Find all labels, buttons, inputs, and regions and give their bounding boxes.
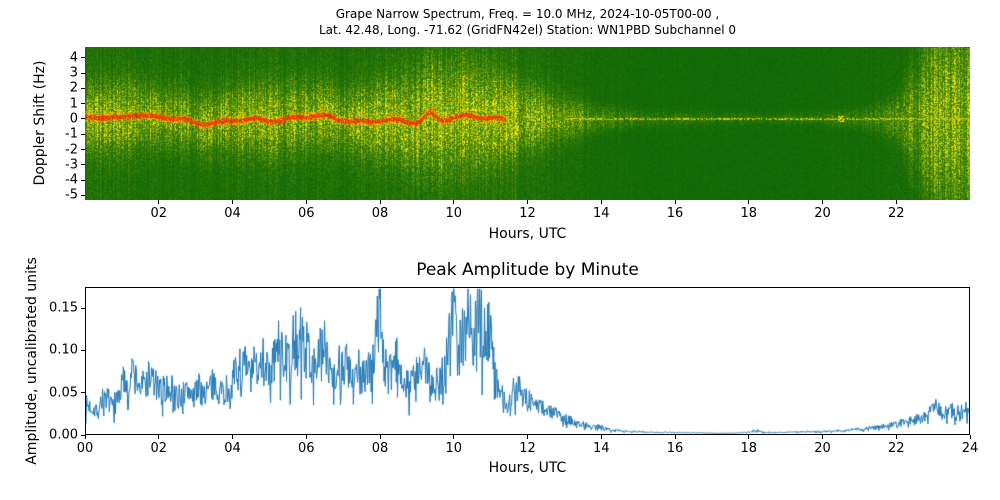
spectrogram-x-tick-label: 06 <box>297 206 315 221</box>
spectrogram-y-tick-label: 2 <box>69 80 78 96</box>
amplitude-x-tick-mark <box>158 435 160 439</box>
spectrogram-y-tick-mark <box>81 149 85 150</box>
amplitude-y-tick-label: 0.00 <box>49 427 78 443</box>
spectrogram-title-line1: Grape Narrow Spectrum, Freq. = 10.0 MHz,… <box>335 7 720 21</box>
spectrogram-xlabel: Hours, UTC <box>488 226 567 242</box>
spectrogram-y-tick-label: 3 <box>69 65 78 81</box>
spectrogram-x-tick-label: 04 <box>224 206 241 221</box>
amplitude-x-tick-mark <box>305 435 307 439</box>
spectrogram-x-tick-mark <box>379 200 381 204</box>
spectrogram-x-tick-mark <box>232 200 233 204</box>
spectrogram-y-tick-mark <box>81 133 85 135</box>
amplitude-x-tick-mark <box>674 435 676 439</box>
spectrogram-y-tick-mark <box>81 118 85 120</box>
spectrogram-heatmap <box>85 47 970 200</box>
amplitude-y-tick-label: 0.10 <box>49 342 78 358</box>
spectrogram-x-tick-label: 18 <box>740 206 758 221</box>
amplitude-x-tick-mark <box>748 435 750 439</box>
amplitude-line-canvas <box>86 288 969 434</box>
spectrogram-x-tick-label: 10 <box>445 206 463 221</box>
spectrogram-x-tick-label: 22 <box>887 206 905 221</box>
spectrogram-title-line2: Lat. 42.48, Long. -71.62 (GridFN42el) St… <box>318 23 737 37</box>
amplitude-title: Peak Amplitude by Minute <box>416 260 639 280</box>
amplitude-x-tick-label: 06 <box>297 441 315 456</box>
amplitude-x-tick-label: 12 <box>519 441 536 456</box>
spectrogram-y-tick-label: -2 <box>65 142 78 157</box>
amplitude-x-tick-mark <box>379 435 381 439</box>
spectrogram-x-tick-label: 14 <box>592 206 610 221</box>
amplitude-x-tick-mark <box>453 435 455 439</box>
spectrogram-y-tick-label: 1 <box>69 96 78 112</box>
spectrogram-y-tick-label: -1 <box>65 126 78 142</box>
spectrogram-y-tick-mark <box>81 72 85 74</box>
amplitude-x-tick-mark <box>822 435 823 439</box>
amplitude-x-tick-label: 14 <box>592 441 610 456</box>
spectrogram-y-tick-label: -3 <box>65 157 78 173</box>
amplitude-x-tick-label: 24 <box>961 441 979 456</box>
amplitude-y-tick-label: 0.15 <box>49 300 78 316</box>
amplitude-x-tick-label: 16 <box>666 441 684 456</box>
spectrogram-y-tick-mark <box>81 103 85 105</box>
spectrogram-x-tick-mark <box>527 200 528 204</box>
spectrogram-y-tick-mark <box>81 164 85 166</box>
spectrogram-x-tick-label: 02 <box>150 206 168 221</box>
amplitude-x-tick-mark <box>84 435 86 439</box>
spectrogram-x-tick-mark <box>305 200 307 204</box>
spectrogram-y-tick-mark <box>81 87 85 89</box>
spectrogram-x-tick-mark <box>600 200 602 204</box>
spectrogram-x-tick-label: 16 <box>666 206 684 221</box>
amplitude-x-tick-label: 18 <box>740 441 758 456</box>
spectrogram-y-tick-label: 4 <box>69 50 78 66</box>
spectrogram-ylabel: Doppler Shift (Hz) <box>32 60 48 186</box>
spectrogram-y-tick-label: 0 <box>69 111 78 127</box>
amplitude-x-tick-mark <box>600 435 602 439</box>
spectrogram-x-tick-mark <box>158 200 160 204</box>
amplitude-y-tick-mark <box>81 392 85 394</box>
spectrogram-y-tick-mark <box>81 57 85 59</box>
spectrogram-y-tick-mark <box>81 194 85 196</box>
spectrogram-x-tick-label: 08 <box>371 206 389 221</box>
amplitude-x-tick-mark <box>969 435 971 439</box>
amplitude-y-tick-mark <box>81 307 85 309</box>
amplitude-x-tick-mark <box>895 435 897 439</box>
spectrogram-x-tick-label: 12 <box>519 206 536 221</box>
amplitude-x-tick-label: 00 <box>76 441 94 456</box>
amplitude-x-tick-label: 04 <box>224 441 241 456</box>
amplitude-x-tick-label: 22 <box>887 441 905 456</box>
amplitude-ylabel: Amplitude, uncalibrated units <box>24 257 40 465</box>
spectrogram-y-tick-label: -5 <box>65 187 78 203</box>
amplitude-xlabel: Hours, UTC <box>488 460 567 476</box>
amplitude-x-tick-label: 02 <box>150 441 168 456</box>
amplitude-y-tick-mark <box>81 434 85 436</box>
spectrogram-x-tick-mark <box>895 200 897 204</box>
amplitude-x-tick-label: 20 <box>814 441 831 456</box>
amplitude-y-tick-mark <box>81 349 85 351</box>
spectrogram-x-tick-mark <box>453 200 455 204</box>
spectrogram-x-tick-mark <box>822 200 823 204</box>
spectrogram-x-tick-mark <box>674 200 676 204</box>
amplitude-y-tick-label: 0.05 <box>49 385 78 401</box>
amplitude-x-tick-mark <box>527 435 528 439</box>
amplitude-x-tick-label: 10 <box>445 441 463 456</box>
amplitude-x-tick-label: 08 <box>371 441 389 456</box>
amplitude-plot-area <box>85 287 970 435</box>
spectrogram-y-tick-mark <box>81 179 85 181</box>
spectrogram-x-tick-label: 20 <box>814 206 831 221</box>
spectrogram-y-tick-label: -4 <box>65 172 78 188</box>
spectrogram-x-tick-mark <box>748 200 750 204</box>
amplitude-x-tick-mark <box>232 435 233 439</box>
spectrogram-title: Grape Narrow Spectrum, Freq. = 10.0 MHz,… <box>85 6 970 38</box>
